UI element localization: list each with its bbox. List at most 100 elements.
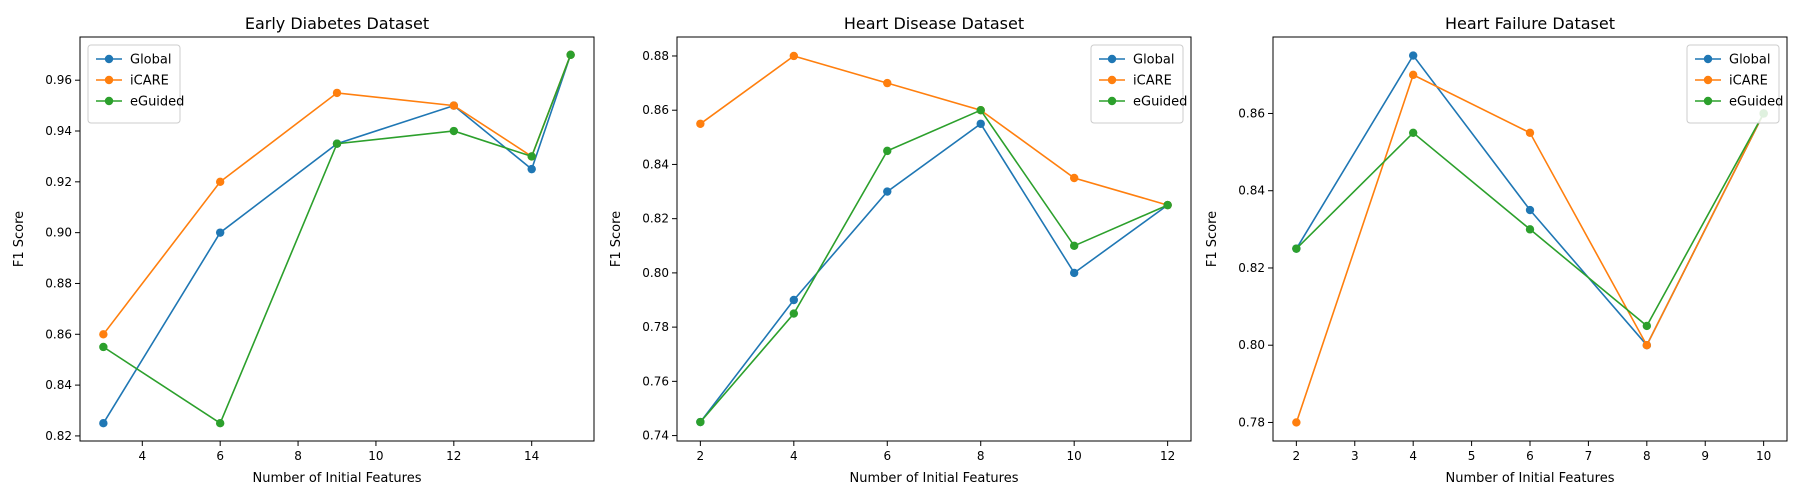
series-eguided: [99, 50, 575, 428]
legend-label: iCARE: [130, 74, 169, 89]
legend-marker: [1107, 75, 1117, 85]
y-tick-label: 0.82: [1238, 261, 1265, 275]
series-line: [102, 54, 572, 424]
x-tick-label: 12: [446, 449, 461, 463]
x-tick-label: 6: [883, 449, 891, 463]
legend-label: eGuided: [1133, 95, 1187, 110]
y-axis-label: F1 Score: [1205, 211, 1220, 267]
y-tick-label: 0.86: [642, 103, 669, 117]
x-axis-label: Number of Initial Features: [252, 471, 421, 486]
x-tick-label: 14: [524, 449, 539, 463]
data-point: [99, 342, 108, 352]
data-point: [976, 119, 985, 128]
y-tick-label: 0.92: [45, 175, 72, 189]
y-tick-label: 0.88: [642, 49, 669, 63]
x-tick-label: 2: [1293, 449, 1301, 463]
legend: Global iCARE eGuided: [1686, 44, 1783, 124]
data-point: [1408, 70, 1418, 80]
legend-label: eGuided: [130, 95, 184, 110]
data-point: [696, 417, 705, 427]
chart-panel-2: Heart Disease Dataset 2 4 6 8 10 12 0.74 0.76 0.7…: [609, 14, 1192, 486]
data-point: [215, 177, 225, 187]
data-point: [449, 101, 459, 110]
data-point: [1069, 241, 1079, 250]
y-tick-label: 0.82: [642, 212, 669, 226]
y-tick-label: 0.80: [642, 266, 669, 280]
data-point: [789, 51, 799, 61]
data-point: [1642, 321, 1652, 331]
y-tick-label: 0.96: [45, 73, 72, 87]
y-tick-label: 0.84: [1238, 184, 1265, 198]
legend-label: iCARE: [1133, 74, 1172, 89]
x-tick-label: 6: [216, 449, 224, 463]
series-line: [102, 54, 572, 425]
data-point: [696, 119, 705, 128]
data-point: [215, 228, 225, 237]
y-tick-label: 0.86: [1238, 106, 1265, 120]
x-tick-label: 6: [1526, 449, 1534, 463]
x-tick-label: 10: [368, 449, 383, 463]
data-point: [1408, 128, 1418, 137]
x-tick-label: 4: [138, 449, 146, 463]
data-point: [883, 146, 892, 156]
chart-panel-3: Heart Failure Dataset 2 3 4 5 6 7 8 9 10 0.78 0.80 0…: [1205, 14, 1788, 486]
x-tick-label: 10: [1756, 449, 1771, 463]
data-point: [1525, 205, 1535, 215]
data-point: [99, 419, 108, 428]
y-tick-label: 0.78: [642, 320, 669, 334]
y-tick-label: 0.88: [45, 276, 72, 290]
data-point: [789, 309, 799, 318]
chart-title: Early Diabetes Dataset: [245, 14, 429, 33]
y-tick-label: 0.82: [45, 429, 72, 443]
y-tick-label: 0.74: [642, 429, 669, 443]
y-tick-label: 0.86: [45, 327, 72, 341]
series-line: [699, 122, 1169, 423]
data-point: [566, 50, 575, 59]
legend-label: iCARE: [1729, 74, 1768, 89]
data-point: [99, 330, 108, 339]
data-point: [1292, 418, 1301, 427]
data-point: [449, 126, 459, 136]
y-tick-label: 0.78: [1238, 415, 1265, 429]
data-point: [332, 139, 342, 148]
data-point: [883, 187, 892, 196]
data-point: [1163, 200, 1172, 210]
y-axis-label: F1 Score: [609, 211, 624, 267]
legend: Global iCARE eGuided: [87, 44, 184, 124]
x-tick-label: 4: [790, 449, 798, 463]
series-line: [699, 55, 1168, 206]
series-line: [699, 109, 1168, 423]
legend-marker: [1703, 54, 1713, 64]
legend-label: Global: [130, 53, 171, 68]
x-axis-label: Number of Initial Features: [1445, 471, 1614, 486]
y-tick-label: 0.90: [45, 226, 72, 240]
x-tick-label: 10: [1067, 449, 1082, 463]
legend-marker: [104, 54, 114, 64]
y-tick-label: 0.76: [642, 374, 669, 388]
x-tick-label: 4: [1409, 449, 1417, 463]
legend: Global iCARE eGuided: [1090, 44, 1187, 124]
x-tick-label: 8: [294, 449, 302, 463]
y-tick-label: 0.84: [642, 157, 669, 171]
data-point: [1292, 244, 1301, 253]
legend-marker: [104, 75, 114, 85]
y-tick-label: 0.80: [1238, 338, 1265, 352]
legend-label: Global: [1729, 53, 1770, 68]
legend-marker: [104, 96, 114, 106]
data-point: [1408, 51, 1418, 60]
x-tick-label: 8: [1643, 449, 1651, 463]
data-point: [1069, 173, 1079, 183]
y-tick-label: 0.84: [45, 378, 72, 392]
legend-label: Global: [1133, 53, 1174, 68]
y-axis-label: F1 Score: [12, 211, 27, 267]
x-tick-label: 7: [1585, 449, 1593, 463]
x-tick-label: 5: [1468, 449, 1476, 463]
legend-marker: [1703, 96, 1713, 106]
chart-title: Heart Failure Dataset: [1445, 14, 1615, 33]
series-eguided: [696, 106, 1172, 427]
x-tick-label: 12: [1160, 449, 1175, 463]
data-point: [976, 106, 985, 115]
y-tick-label: 0.94: [45, 124, 72, 138]
data-point: [527, 164, 536, 174]
